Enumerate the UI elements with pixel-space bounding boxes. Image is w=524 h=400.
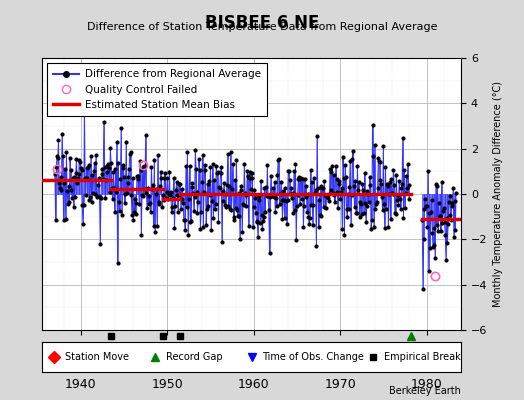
Y-axis label: Monthly Temperature Anomaly Difference (°C): Monthly Temperature Anomaly Difference (…	[493, 81, 503, 307]
Text: Time of Obs. Change: Time of Obs. Change	[262, 352, 364, 362]
Text: BISBEE 6 NE: BISBEE 6 NE	[205, 14, 319, 32]
Legend: Difference from Regional Average, Quality Control Failed, Estimated Station Mean: Difference from Regional Average, Qualit…	[47, 63, 267, 116]
Text: 1960: 1960	[238, 378, 269, 391]
Text: 1950: 1950	[151, 378, 183, 391]
Text: 1940: 1940	[65, 378, 96, 391]
Text: Empirical Break: Empirical Break	[384, 352, 460, 362]
Text: Berkeley Earth: Berkeley Earth	[389, 386, 461, 396]
Text: 1970: 1970	[324, 378, 356, 391]
Text: 1980: 1980	[411, 378, 442, 391]
Text: Difference of Station Temperature Data from Regional Average: Difference of Station Temperature Data f…	[87, 22, 437, 32]
Text: Record Gap: Record Gap	[166, 352, 222, 362]
Text: Station Move: Station Move	[65, 352, 129, 362]
